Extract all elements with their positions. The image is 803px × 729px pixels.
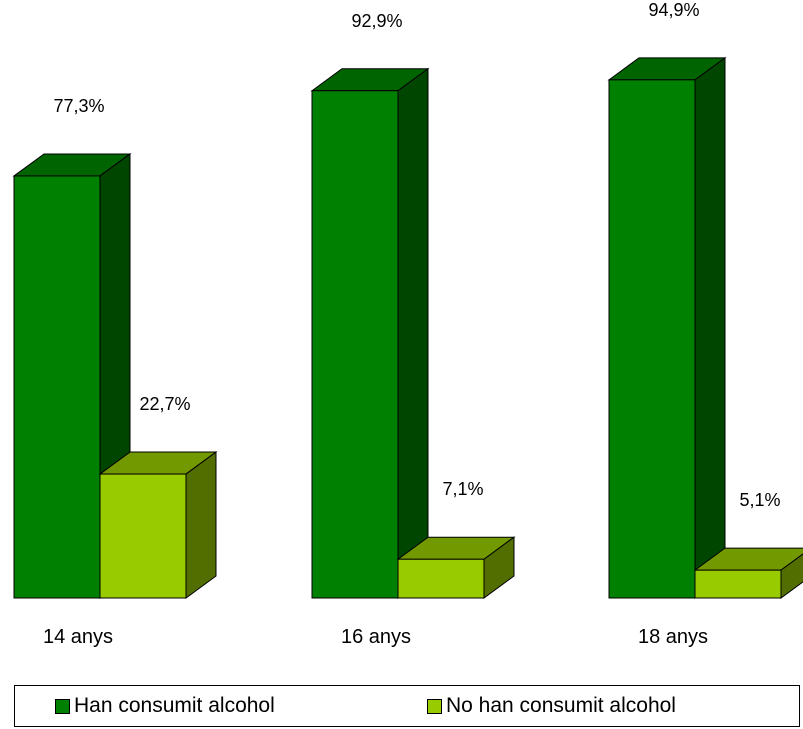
bar-no-han-consumit-alcohol-18-anys xyxy=(694,569,782,599)
legend-item-no-han-consumit: No han consumit alcohol xyxy=(427,694,676,718)
data-label-no-han-consumit-alcohol-16-anys: 7,1% xyxy=(442,479,483,499)
bar-no-han-consumit-alcohol-16-anys xyxy=(397,558,485,599)
legend-label-no-han-consumit: No han consumit alcohol xyxy=(446,694,676,717)
data-label-han-consumit-alcohol-18-anys: 94,9% xyxy=(648,0,699,20)
category-label-14-anys: 14 anys xyxy=(43,626,113,648)
bar-side-no-han-consumit-alcohol-14-anys xyxy=(185,451,217,599)
bar-han-consumit-alcohol-16-anys xyxy=(311,90,399,599)
legend-item-han-consumit: Han consumit alcohol xyxy=(55,694,275,718)
category-label-16-anys: 16 anys xyxy=(341,626,411,648)
bar-han-consumit-alcohol-18-anys xyxy=(608,79,696,599)
bar-side-han-consumit-alcohol-16-anys xyxy=(397,67,429,599)
bar-han-consumit-alcohol-14-anys xyxy=(13,175,101,599)
data-label-no-han-consumit-alcohol-14-anys: 22,7% xyxy=(139,394,190,414)
bar-no-han-consumit-alcohol-14-anys xyxy=(99,473,187,599)
legend-label-han-consumit: Han consumit alcohol xyxy=(74,694,275,717)
bar-side-han-consumit-alcohol-18-anys xyxy=(694,56,726,599)
legend-swatch-no-han-consumit xyxy=(427,698,442,714)
category-label-18-anys: 18 anys xyxy=(638,626,708,648)
data-label-no-han-consumit-alcohol-18-anys: 5,1% xyxy=(739,490,780,510)
data-label-han-consumit-alcohol-16-anys: 92,9% xyxy=(351,11,402,31)
data-label-han-consumit-alcohol-14-anys: 77,3% xyxy=(53,96,104,116)
chart-legend: Han consumit alcohol No han consumit alc… xyxy=(14,685,800,727)
legend-swatch-han-consumit xyxy=(55,698,70,714)
bar-chart: 77,3% 22,7% 14 anys 92,9% 7,1% 16 anys 94,9% 5,… xyxy=(12,0,803,648)
